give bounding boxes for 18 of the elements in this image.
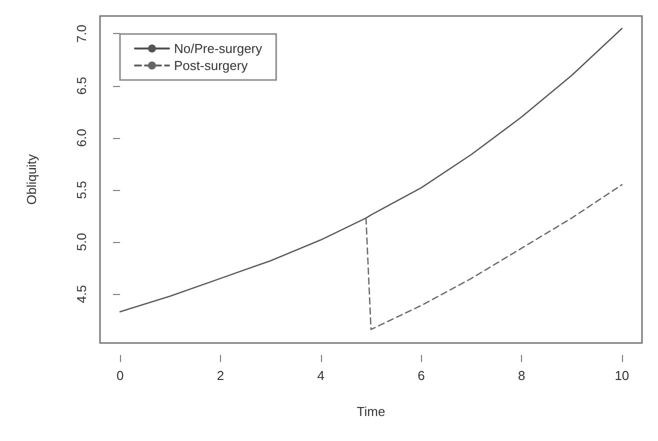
y-tick-label: 5.5 [74,180,89,199]
y-tick-label: 4.5 [74,285,89,304]
y-tick-label: 7.0 [74,24,89,43]
y-tick-label: 5.0 [74,232,89,252]
y-tick-label: 6.0 [74,128,89,147]
x-tick-label: 4 [317,368,324,383]
x-tick-label: 6 [418,368,425,383]
x-tick-label: 2 [216,368,224,383]
line-series [119,28,623,312]
x-axis-title: Time [356,404,386,419]
line-series [365,184,623,330]
legend-label: Post-surgery [174,58,248,73]
legend-label: No/Pre-surgery [174,41,263,56]
x-tick-label: 10 [614,368,630,383]
x-tick-label: 0 [116,368,124,383]
x-tick-label: 8 [518,368,526,383]
y-tick-label: 6.5 [74,76,89,95]
y-axis-title: Obliquity [24,154,39,205]
